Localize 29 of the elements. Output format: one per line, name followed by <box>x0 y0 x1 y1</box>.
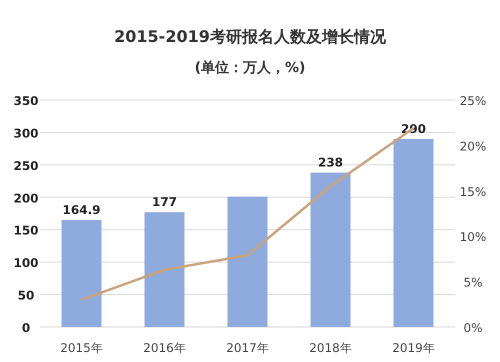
y2-tick-label: 20% <box>460 139 486 154</box>
x-tick-label: 2016年 <box>143 341 186 355</box>
y2-tick-label: 25% <box>460 94 486 108</box>
data-label: 177 <box>152 195 178 210</box>
data-label: 164.9 <box>62 203 100 218</box>
bar <box>144 212 184 327</box>
y2-tick-label: 10% <box>460 230 486 244</box>
bar <box>394 138 434 327</box>
y-tick-label: 0 <box>22 321 30 335</box>
bar <box>228 196 268 327</box>
y-tick-label: 50 <box>18 288 34 303</box>
data-label: 238 <box>318 156 344 170</box>
x-tick-label: 2015年 <box>60 341 103 355</box>
bar <box>62 220 102 327</box>
x-tick-label: 2018年 <box>309 341 352 355</box>
y2-tick-label: 5% <box>463 276 483 290</box>
chart-title: 2015-2019考研报名人数及增长情况 <box>114 27 387 46</box>
y-tick-label: 150 <box>13 224 39 238</box>
y-tick-label: 200 <box>13 191 39 206</box>
chart-subtitle: (单位：万人，%) <box>194 60 306 76</box>
y-tick-label: 350 <box>13 94 39 108</box>
y2-tick-label: 15% <box>460 184 486 199</box>
y2-tick-label: 0% <box>463 321 483 335</box>
x-tick-label: 2019年 <box>392 341 435 355</box>
y-tick-label: 300 <box>13 126 39 140</box>
y-tick-label: 250 <box>13 158 39 173</box>
bar <box>310 172 350 327</box>
x-tick-label: 2017年 <box>226 341 269 355</box>
y-tick-label: 100 <box>13 256 39 270</box>
